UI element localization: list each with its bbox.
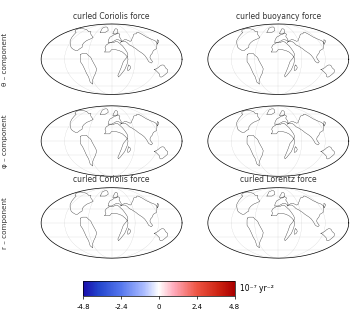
Text: φ – component: φ – component [2,114,8,168]
Title: curled Lorentz force: curled Lorentz force [240,175,317,184]
Text: r – component: r – component [2,197,8,249]
PathPatch shape [154,148,361,298]
PathPatch shape [0,66,236,216]
Title: curled Coriolis force: curled Coriolis force [73,11,150,21]
PathPatch shape [154,0,361,134]
Title: curled Coriolis force: curled Coriolis force [73,175,150,184]
PathPatch shape [0,0,236,134]
Text: θ – component: θ – component [2,33,8,86]
PathPatch shape [154,66,361,216]
Text: 10⁻⁷ yr⁻²: 10⁻⁷ yr⁻² [240,284,274,293]
Title: curled buoyancy force: curled buoyancy force [236,11,321,21]
PathPatch shape [0,148,236,298]
